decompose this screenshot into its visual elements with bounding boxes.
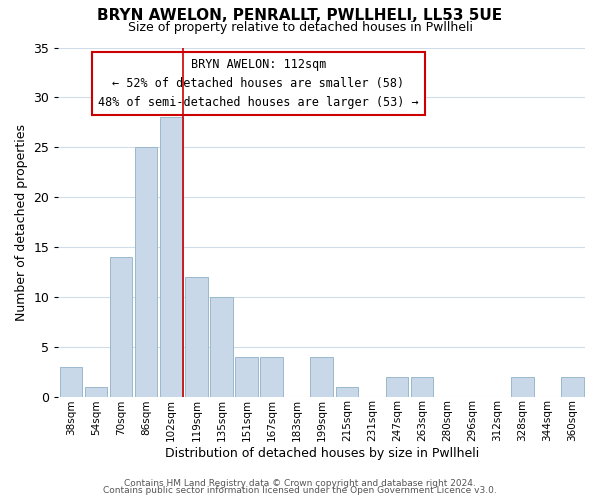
Text: Contains public sector information licensed under the Open Government Licence v3: Contains public sector information licen… [103, 486, 497, 495]
Text: Size of property relative to detached houses in Pwllheli: Size of property relative to detached ho… [128, 21, 473, 34]
Text: BRYN AWELON: 112sqm
← 52% of detached houses are smaller (58)
48% of semi-detach: BRYN AWELON: 112sqm ← 52% of detached ho… [98, 58, 419, 109]
Bar [235, 356, 258, 397]
Bar [210, 297, 233, 396]
Bar [260, 356, 283, 397]
Text: BRYN AWELON, PENRALLT, PWLLHELI, LL53 5UE: BRYN AWELON, PENRALLT, PWLLHELI, LL53 5U… [97, 8, 503, 22]
Bar [411, 376, 433, 396]
Bar [110, 257, 133, 396]
Bar [85, 386, 107, 396]
Bar [135, 147, 157, 396]
Bar [185, 277, 208, 396]
Bar [511, 376, 533, 396]
Bar [310, 356, 333, 397]
Bar [335, 386, 358, 396]
Y-axis label: Number of detached properties: Number of detached properties [15, 124, 28, 320]
Bar [386, 376, 408, 396]
Bar [561, 376, 584, 396]
Bar [160, 118, 182, 396]
X-axis label: Distribution of detached houses by size in Pwllheli: Distribution of detached houses by size … [164, 447, 479, 460]
Text: Contains HM Land Registry data © Crown copyright and database right 2024.: Contains HM Land Registry data © Crown c… [124, 478, 476, 488]
Bar [60, 366, 82, 396]
